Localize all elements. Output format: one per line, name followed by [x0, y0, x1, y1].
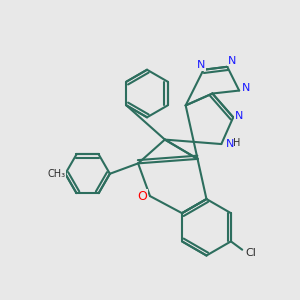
Text: H: H	[233, 138, 241, 148]
Text: CH₃: CH₃	[47, 169, 65, 179]
Text: Cl: Cl	[246, 248, 256, 258]
Text: O: O	[138, 190, 148, 202]
Text: N: N	[226, 139, 234, 149]
Text: N: N	[242, 83, 250, 93]
Text: N: N	[197, 60, 205, 70]
Text: N: N	[227, 56, 236, 66]
Text: N: N	[234, 111, 243, 121]
